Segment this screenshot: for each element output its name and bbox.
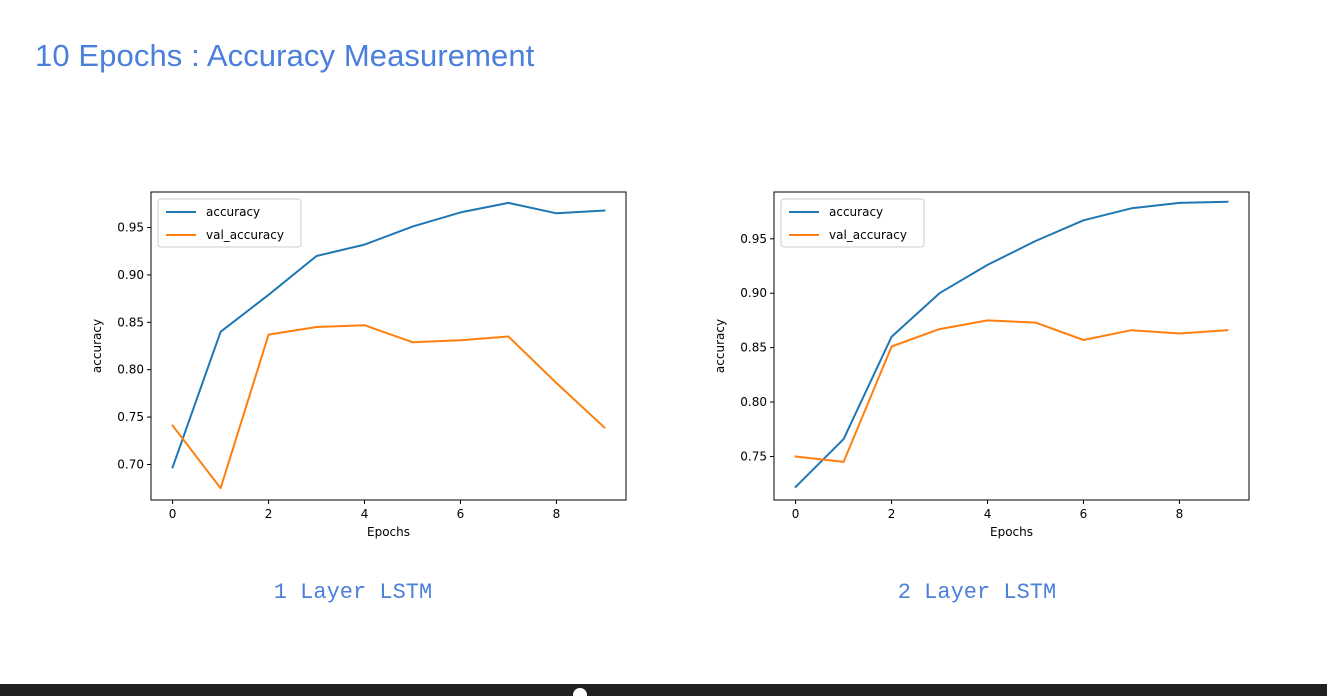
x-axis-label: Epochs [990, 525, 1033, 539]
x-axis-label: Epochs [367, 525, 410, 539]
y-tick-label: 0.80 [740, 395, 767, 409]
y-tick-label: 0.95 [117, 221, 144, 235]
x-tick-label: 4 [361, 507, 369, 521]
chart-2-layer-lstm: 0 2 4 6 8 0.75 0.80 0.85 0.90 0.95 Epochs accuracy a… [713, 191, 1250, 539]
x-tick-label: 6 [457, 507, 465, 521]
legend-label-val-accuracy: val_accuracy [206, 228, 284, 242]
y-tick-label: 0.90 [117, 268, 144, 282]
caption-2-layer-lstm: 2 Layer LSTM [897, 580, 1057, 605]
chart-1-layer-lstm: 0 2 4 6 8 0.70 0.75 0.80 0.85 0.90 0.95 Epochs accur… [90, 191, 627, 539]
bottom-bar-indicator [573, 688, 587, 696]
series-line-val-accuracy [171, 324, 606, 490]
y-axis-label: accuracy [713, 319, 727, 373]
series-line-val-accuracy [794, 319, 1229, 463]
y-tick-label: 0.85 [740, 341, 767, 355]
x-tick-label: 2 [888, 507, 896, 521]
legend-label-accuracy: accuracy [829, 205, 883, 219]
x-tick-label: 2 [265, 507, 273, 521]
y-tick-label: 0.95 [740, 232, 767, 246]
y-tick-label: 0.70 [117, 457, 144, 471]
y-tick-label: 0.80 [117, 363, 144, 377]
y-axis-label: accuracy [90, 319, 104, 373]
caption-1-layer-lstm: 1 Layer LSTM [273, 580, 433, 605]
series-line-accuracy [171, 201, 606, 469]
legend-label-accuracy: accuracy [206, 205, 260, 219]
y-tick-label: 0.75 [740, 449, 767, 463]
bottom-bar [0, 684, 1327, 696]
legend-label-val-accuracy: val_accuracy [829, 228, 907, 242]
plot-frame [773, 191, 1250, 501]
y-tick-label: 0.85 [117, 315, 144, 329]
plot-frame [150, 191, 627, 501]
series-line-accuracy [794, 200, 1229, 489]
x-tick-label: 0 [169, 507, 177, 521]
y-tick-label: 0.75 [117, 410, 144, 424]
x-tick-label: 6 [1080, 507, 1088, 521]
x-tick-label: 4 [984, 507, 992, 521]
y-tick-label: 0.90 [740, 286, 767, 300]
x-tick-label: 8 [553, 507, 561, 521]
x-tick-label: 8 [1176, 507, 1184, 521]
slide-title: 10 Epochs : Accuracy Measurement [35, 38, 535, 73]
x-tick-label: 0 [792, 507, 800, 521]
